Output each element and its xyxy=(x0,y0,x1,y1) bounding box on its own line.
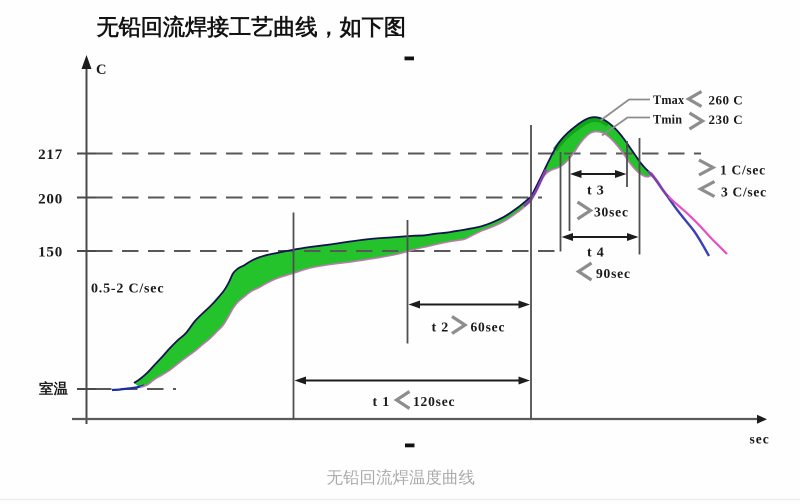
svg-text:Tmin: Tmin xyxy=(653,113,682,127)
svg-text:t 3: t 3 xyxy=(587,184,605,199)
svg-text:217: 217 xyxy=(38,147,63,163)
svg-text:Tmax: Tmax xyxy=(653,93,685,107)
svg-text:C: C xyxy=(96,62,107,78)
svg-text:0.5-2 C/sec: 0.5-2 C/sec xyxy=(91,282,164,297)
svg-text:t 2: t 2 xyxy=(432,321,450,336)
svg-text:90sec: 90sec xyxy=(596,266,631,281)
svg-text:150: 150 xyxy=(38,245,63,261)
svg-text:260 C: 260 C xyxy=(709,93,744,108)
svg-text:30sec: 30sec xyxy=(594,205,629,220)
svg-text:sec: sec xyxy=(750,432,770,447)
svg-text:230 C: 230 C xyxy=(709,112,744,127)
svg-text:3 C/sec: 3 C/sec xyxy=(721,185,767,200)
svg-text:200: 200 xyxy=(38,192,63,208)
svg-text:t 1: t 1 xyxy=(373,395,391,410)
svg-text:60sec: 60sec xyxy=(471,320,506,335)
svg-text:t 4: t 4 xyxy=(587,246,605,261)
svg-text:1 C/sec: 1 C/sec xyxy=(720,163,766,178)
svg-text:120sec: 120sec xyxy=(413,394,455,409)
